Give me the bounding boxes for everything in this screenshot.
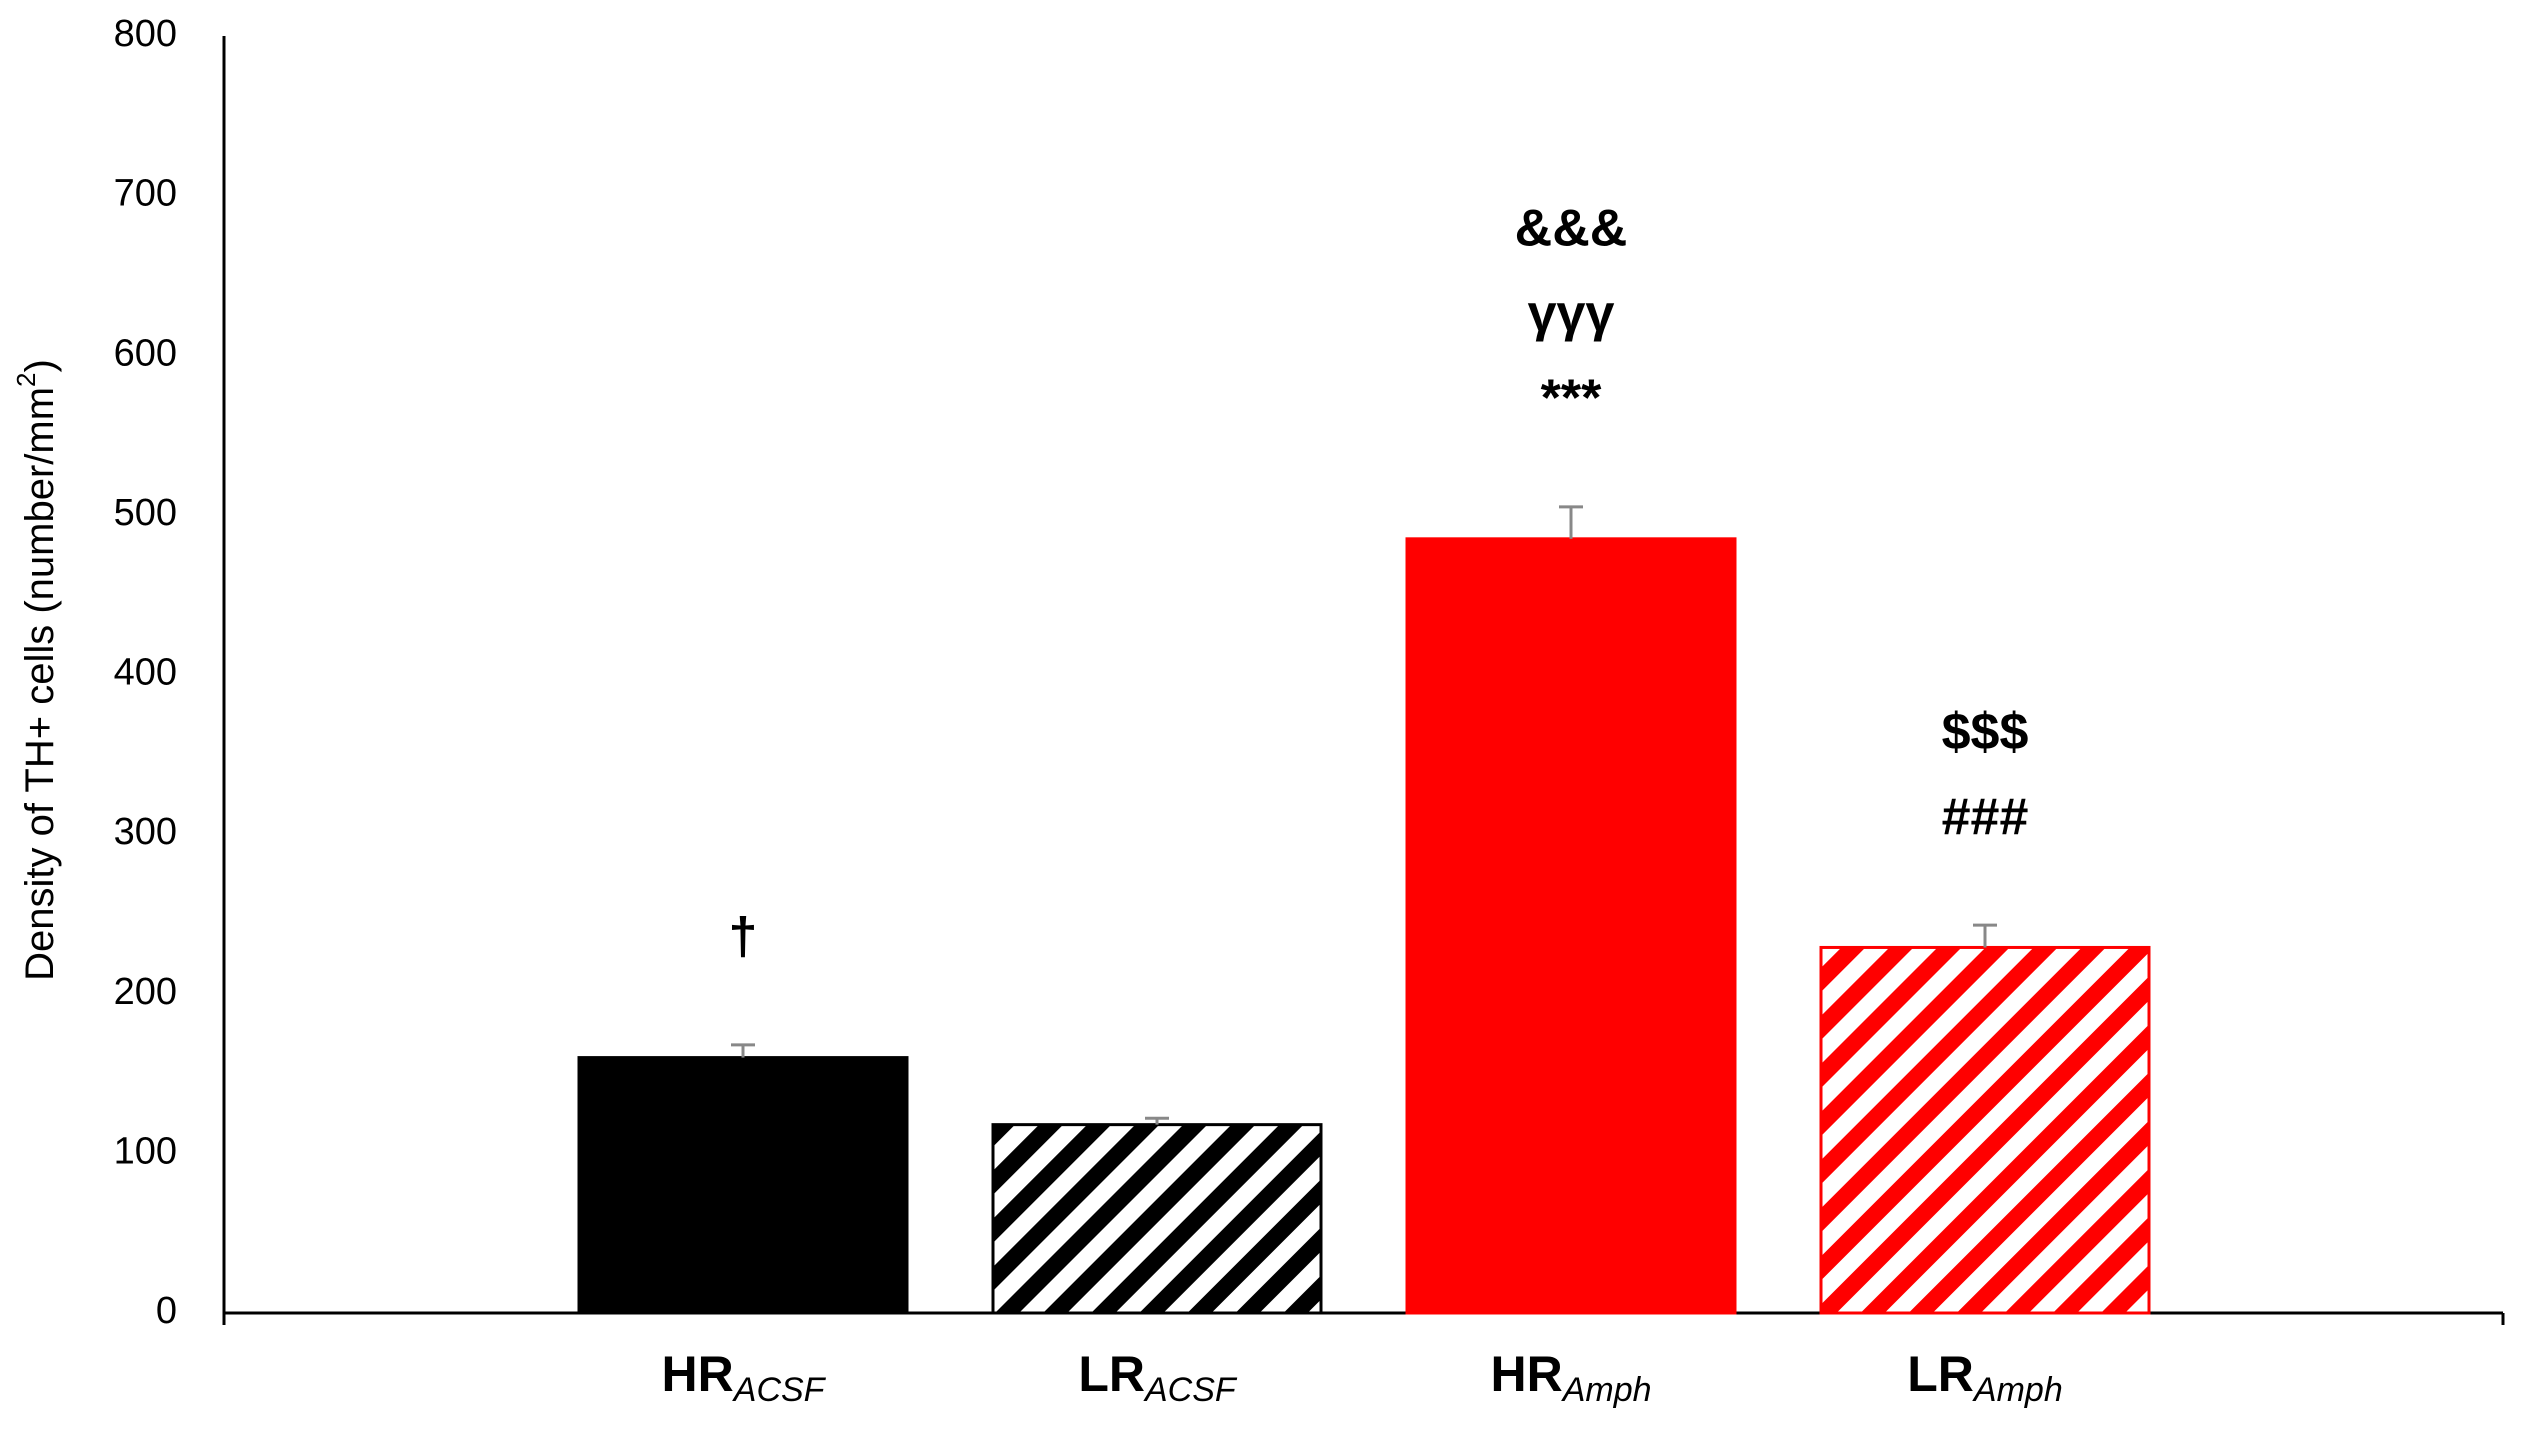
x-tick-label: LRAmph	[1907, 1346, 2062, 1409]
y-tick-label: 100	[114, 1130, 177, 1172]
y-axis-label-text: Density of TH+ cells (number/mm	[18, 387, 62, 981]
y-axis-label-sup: 2	[11, 372, 41, 386]
y-tick-label: 400	[114, 652, 177, 694]
bar	[577, 1056, 909, 1315]
y-tick-label: 600	[114, 332, 177, 374]
annotation: ###	[1942, 788, 2029, 846]
x-tick-label: HRACSF	[662, 1346, 827, 1409]
bar	[1405, 537, 1737, 1315]
y-tick-label: 0	[156, 1290, 177, 1332]
bar	[1819, 945, 2151, 1315]
error-bar	[1973, 923, 1997, 948]
error-bar	[1145, 1116, 1169, 1125]
y-axis-label-end: )	[18, 359, 62, 372]
annotation: ***	[1541, 370, 1602, 428]
y-tick-label: 800	[114, 13, 177, 55]
annotation: $$$	[1942, 703, 2029, 761]
y-axis-label: Density of TH+ cells (number/mm2)	[11, 359, 62, 981]
y-tick-label: 200	[114, 971, 177, 1013]
x-tick-label-main: LR	[1078, 1346, 1145, 1402]
x-tick-label-sub: Amph	[1561, 1371, 1652, 1409]
x-tick-label-main: LR	[1907, 1346, 1974, 1402]
x-tick-label-main: HR	[662, 1346, 734, 1402]
x-tick-label-sub: ACSF	[1143, 1371, 1238, 1409]
x-tick-label: HRAmph	[1490, 1346, 1651, 1409]
x-tick-label-main: HR	[1490, 1346, 1562, 1402]
error-bar	[731, 1043, 755, 1058]
y-tick-label: 500	[114, 492, 177, 534]
x-tick-label-sub: Amph	[1972, 1371, 2063, 1409]
annotation: †	[729, 908, 758, 966]
bar	[991, 1123, 1323, 1315]
y-tick-label: 300	[114, 811, 177, 853]
annotation: γγγ	[1528, 285, 1615, 343]
annotation: &&&	[1515, 200, 1628, 258]
error-bar	[1559, 505, 1583, 539]
y-tick-label: 700	[114, 173, 177, 215]
x-tick-label: LRACSF	[1078, 1346, 1238, 1409]
x-tick-label-sub: ACSF	[732, 1371, 827, 1409]
